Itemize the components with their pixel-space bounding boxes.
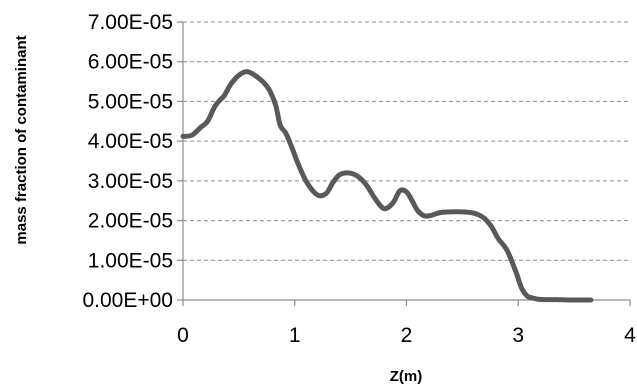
y-tick-label: 6.00E-05 xyxy=(88,51,173,74)
y-tick-label: 0.00E+00 xyxy=(82,289,173,312)
x-tick-label: 1 xyxy=(289,324,301,347)
y-tick-label: 3.00E-05 xyxy=(88,170,173,193)
series-line xyxy=(180,69,594,303)
y-tick-label: 2.00E-05 xyxy=(88,210,173,233)
x-tick-label: 4 xyxy=(624,324,636,347)
y-tick-label: 5.00E-05 xyxy=(88,90,173,113)
x-axis-title: Z(m) xyxy=(390,368,423,385)
y-tick-label: 7.00E-05 xyxy=(88,11,173,34)
y-tick-label: 1.00E-05 xyxy=(88,249,173,272)
y-axis-title: mass fraction of contaminant xyxy=(13,35,30,244)
gridlines xyxy=(183,21,630,261)
y-tick-labels: 0.00E+00 1.00E-05 2.00E-05 3.00E-05 4.00E-05… xyxy=(82,11,173,312)
x-tick-label: 2 xyxy=(401,324,413,347)
series-layer xyxy=(180,69,594,303)
x-tick-label: 0 xyxy=(177,324,189,347)
axes xyxy=(177,21,631,306)
y-tick-label: 4.00E-05 xyxy=(88,130,173,153)
x-tick-labels: 0 1 2 3 4 xyxy=(177,324,636,347)
x-tick-label: 3 xyxy=(512,324,524,347)
